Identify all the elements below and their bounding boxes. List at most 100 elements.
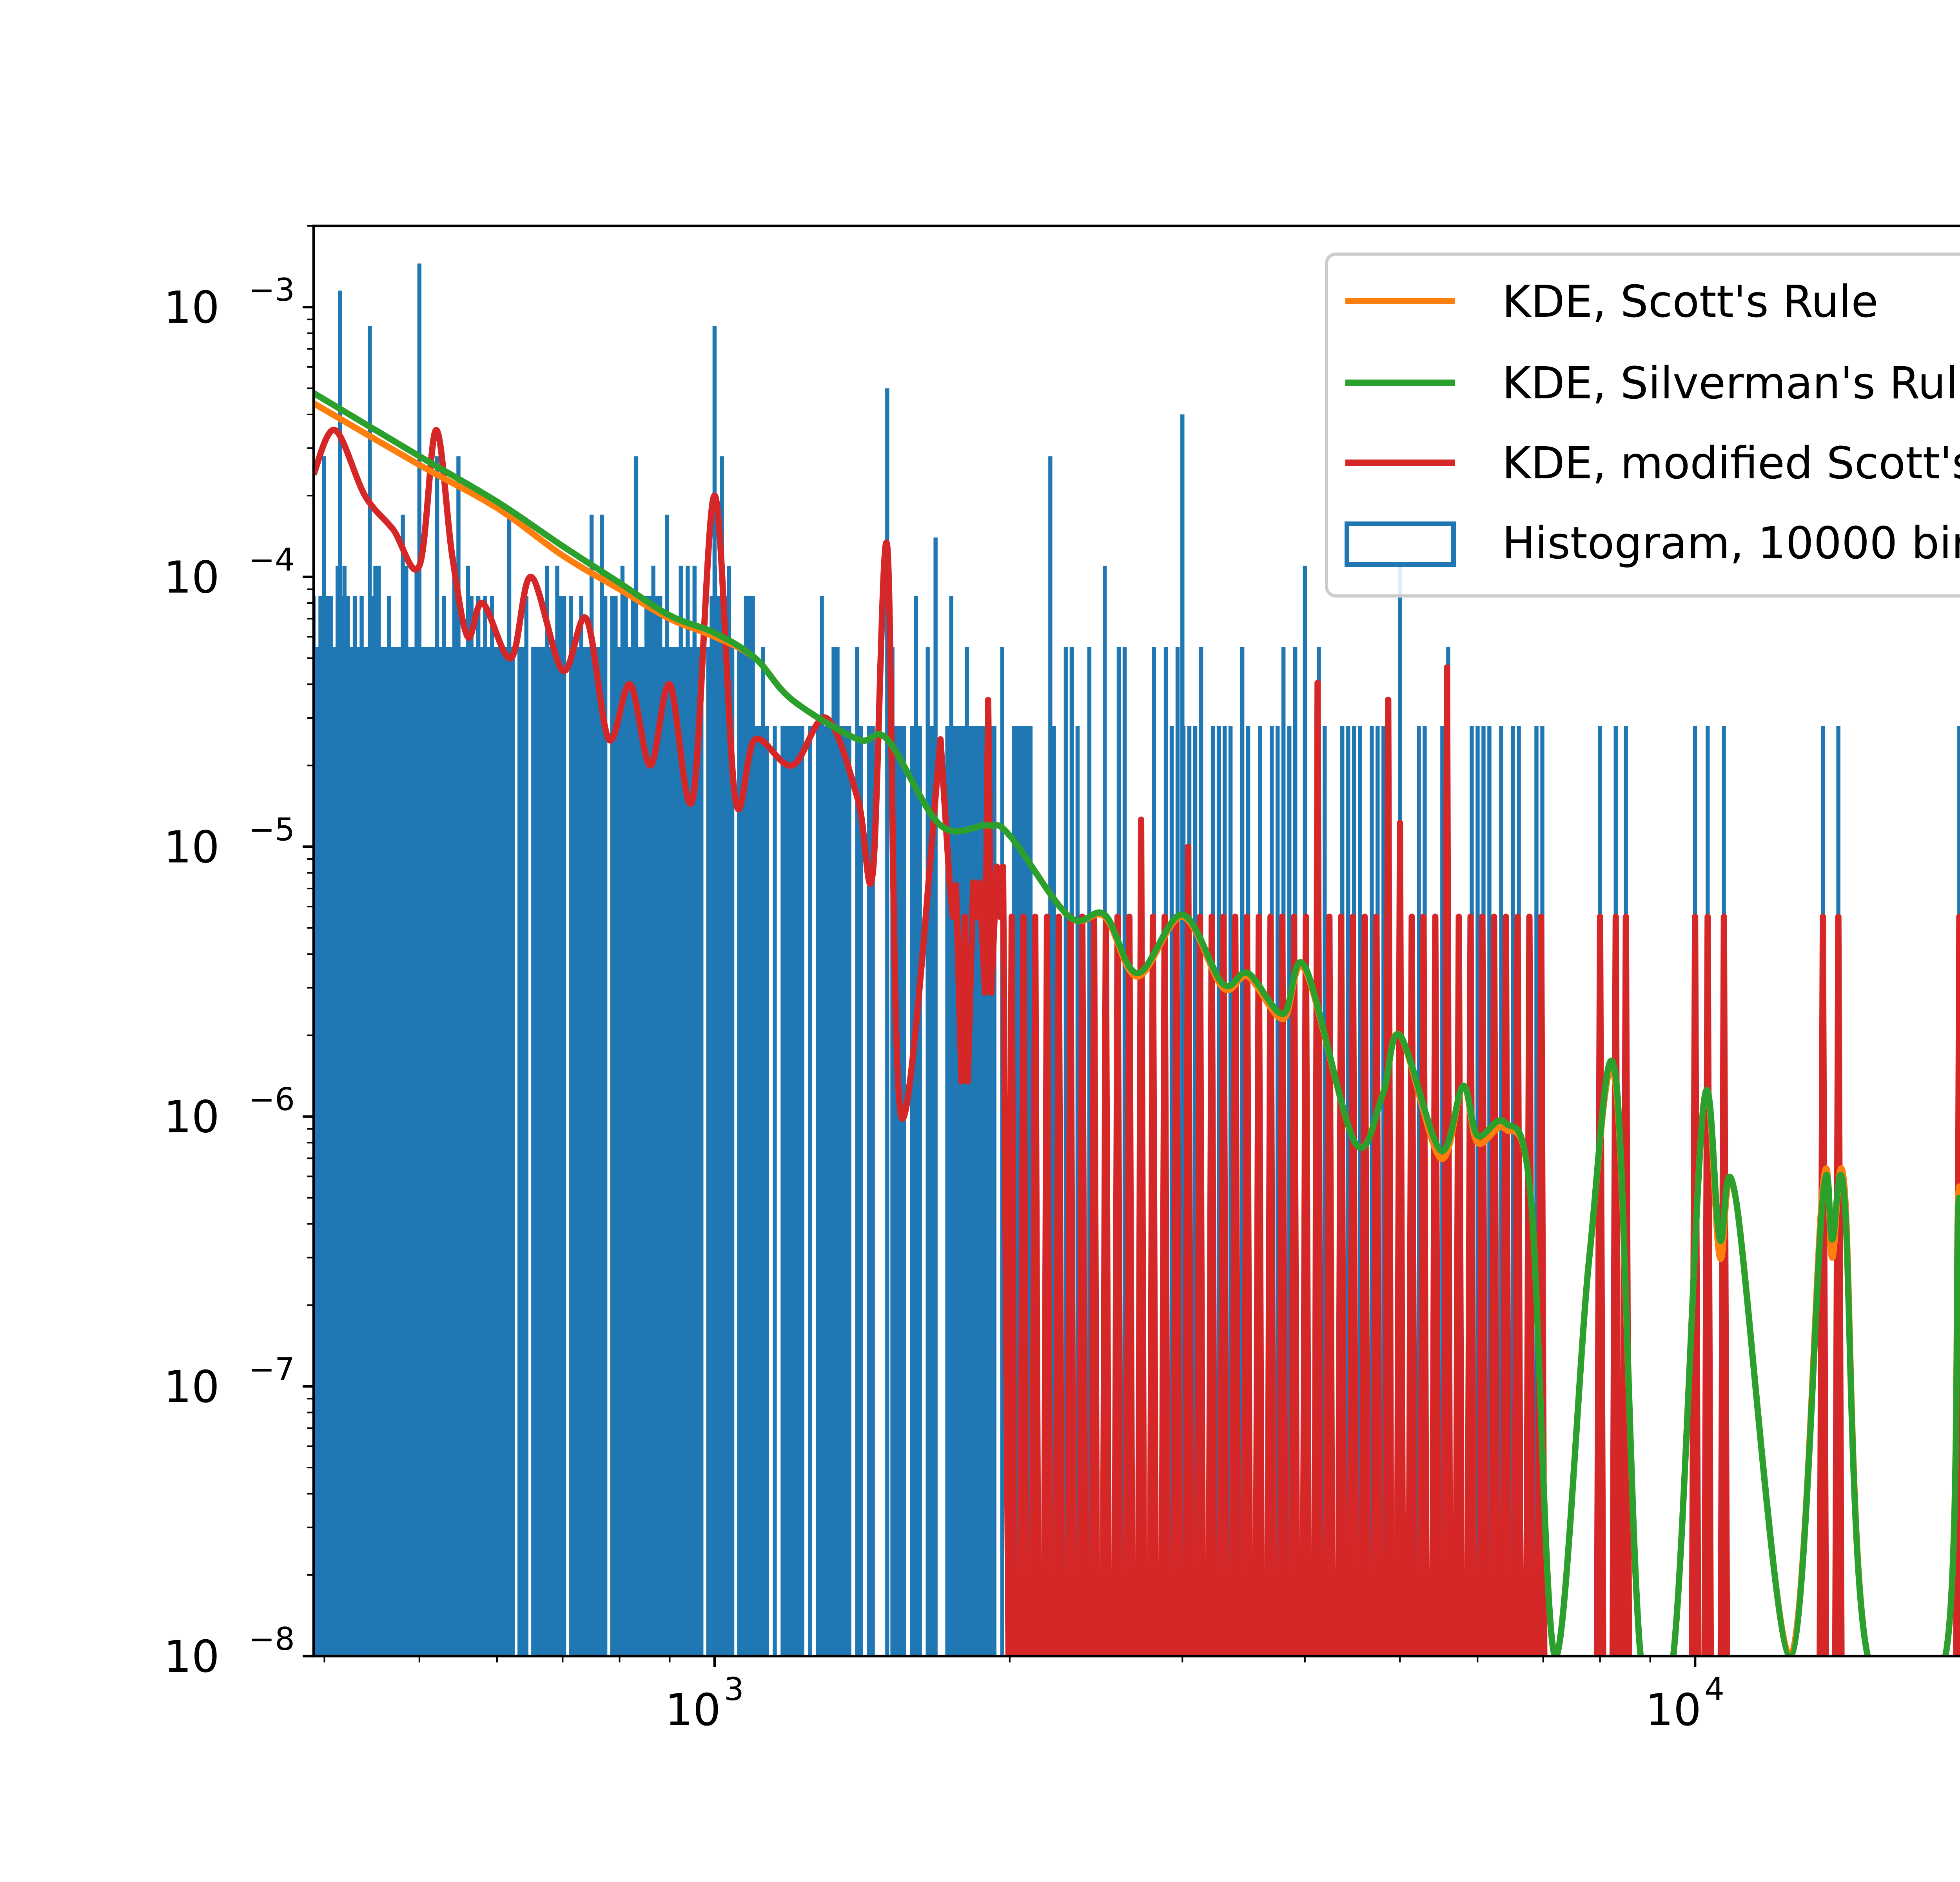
histogram-bar [723,596,728,1656]
histogram-bar [1193,726,1198,1656]
histogram-bar [867,726,871,1656]
histogram-bar [404,565,408,1656]
histogram-bar [562,596,566,1656]
histogram-bar [1417,726,1421,1656]
histogram-bar [380,647,385,1656]
histogram-bar [773,726,777,1656]
histogram-bar [517,647,522,1656]
y-tick-label: 10 [163,1362,220,1413]
histogram-bar [394,647,398,1656]
y-tick-exponent: −7 [249,1351,295,1388]
histogram-bar [1052,726,1056,1656]
histogram-bar [637,647,642,1656]
histogram-bar [583,647,587,1656]
histogram-bar [328,596,333,1656]
histogram-bar [980,726,985,1656]
histogram-bar [363,647,367,1656]
histogram-bar [933,537,938,1656]
histogram-bar [1216,726,1221,1656]
histogram-bar [600,514,604,1656]
histogram-bar [548,647,553,1656]
histogram-bar [1028,726,1033,1656]
histogram-bar [630,596,635,1656]
histogram-bar [855,647,859,1656]
histogram-bar [800,726,804,1656]
histogram-bar [510,647,515,1656]
legend-item-modified-scott: KDE, modified Scott's Rule [1345,438,1960,489]
histogram-bar [435,456,439,1656]
histogram-bar [820,596,824,1656]
histogram-bar [894,726,898,1656]
legend-patch-histogram-icon [1345,521,1456,567]
histogram-bar [988,726,993,1656]
histogram-bar [679,565,683,1656]
histogram-bar [318,596,323,1656]
y-tick-exponent: −5 [249,811,295,848]
histogram-bar [661,647,666,1656]
y-tick-label: 10 [163,1092,220,1143]
histogram-bar [788,726,793,1656]
histogram-bar [1180,414,1185,1656]
histogram-bar [761,647,765,1656]
histogram-bar [555,565,559,1656]
y-tick-exponent: −6 [249,1081,295,1118]
histogram-bar [507,514,512,1656]
histogram-bar [945,726,949,1656]
histogram-bar [902,726,906,1656]
histogram-bar [1346,726,1350,1656]
histogram-bar [961,726,965,1656]
histogram-bar [479,647,484,1656]
histogram-bar [914,596,918,1656]
histogram-bar [490,596,494,1656]
histogram-bar [497,647,501,1656]
histogram-bar [538,647,543,1656]
histogram-bar [689,647,693,1656]
histogram-bar [672,647,676,1656]
histogram-bar [641,647,645,1656]
histogram-bar [421,647,426,1656]
histogram-bar [1499,726,1503,1656]
histogram-bar [965,647,969,1656]
histogram-bar [325,596,330,1656]
histogram-bar [624,596,628,1656]
histogram-bar [953,726,957,1656]
histogram-bar [342,565,347,1656]
histogram-bar [976,726,981,1656]
histogram-bar [1075,726,1080,1656]
histogram-bar [706,647,710,1656]
histogram-bar [438,647,443,1656]
histogram-bar [696,647,700,1656]
histogram-bar [885,388,889,1656]
histogram-bar [569,596,573,1656]
histogram-bar [918,726,922,1656]
kde-modified-scott-line [314,427,1960,1656]
histogram-bar [658,596,662,1656]
histogram-bar [627,647,632,1656]
histogram-bar [1240,647,1245,1656]
histogram-bar [572,647,577,1656]
histogram-bar [765,726,769,1656]
histogram-bar [1511,726,1515,1656]
histogram-bar [411,647,416,1656]
histogram-bar [545,565,549,1656]
histogram-bar [665,514,669,1656]
histogram-bar [784,726,789,1656]
y-tick-label: 10 [163,552,220,603]
histogram-bar [957,726,961,1656]
histogram-bar [747,596,752,1656]
plot-area [314,263,1960,1656]
histogram-bar [352,596,357,1656]
histogram-bar [651,565,655,1656]
y-tick-exponent: −8 [249,1621,295,1657]
histogram-bar [589,514,594,1656]
histogram-bar [417,263,422,1656]
legend-label: KDE, Scott's Rule [1502,276,1878,327]
histogram-bar [552,647,556,1656]
histogram-bar [780,726,785,1656]
histogram-bar [425,647,429,1656]
y-axis: 10 −3 10 −4 10 −5 10 −6 10 −7 10 −8 [163,225,314,1682]
histogram-bar [692,565,697,1656]
x-tick-label: 10 [1646,1685,1702,1736]
histogram-bar [668,647,673,1656]
histogram-bar [463,647,467,1656]
